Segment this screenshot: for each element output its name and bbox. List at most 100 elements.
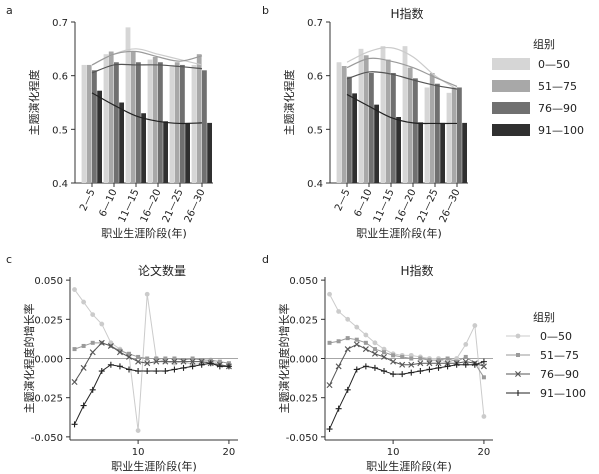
bar-a-0-50-16-20 (147, 59, 153, 183)
bar-b-76-90-2-5 (347, 76, 352, 183)
bar-b-0-50-2-5 (336, 62, 342, 183)
point-d-51-75-12 (409, 356, 414, 361)
point-c-51-75-20 (226, 361, 231, 366)
bar-a-51-75-21-25 (174, 62, 180, 183)
bar-b-91-100-11-15 (396, 116, 401, 183)
point-d-51-75-14 (427, 358, 432, 363)
point-d-91-100-7 (362, 363, 369, 370)
point-c-51-75-15 (181, 358, 186, 363)
series-line-d-91-100 (329, 361, 485, 430)
point-d-91-100-16 (444, 363, 451, 370)
y-tick-label-b: 0.7 (307, 18, 323, 29)
x-tick-label-b: 16—20 (394, 188, 419, 225)
point-d-76-90-3 (326, 382, 333, 389)
y-tick-label-a: 0.5 (52, 125, 68, 136)
bar-b-91-100-16-20 (418, 122, 423, 183)
x-tick-label-d: 10 (387, 447, 400, 458)
x-axis-label-d: 职业生涯阶段(年) (366, 459, 452, 473)
point-c-0-50-11 (144, 291, 150, 297)
panel-letter-a: a (6, 4, 13, 17)
point-c-51-75-4 (81, 343, 86, 348)
point-c-0-50-10 (135, 428, 141, 433)
point-c-91-100-20 (225, 363, 232, 370)
x-axis-label-b: 职业生涯阶段(年) (356, 226, 442, 240)
x-tick-label-c: 10 (132, 447, 145, 458)
legend-swatch-51-75 (492, 80, 530, 92)
point-c-0-50-4 (81, 299, 87, 305)
point-c-91-100-11 (144, 368, 151, 375)
point-d-91-100-18 (462, 361, 469, 368)
point-c-76-90-6 (98, 339, 105, 346)
x-tick-label-a: 6—10 (97, 188, 119, 219)
point-d-76-90-4 (335, 363, 342, 370)
point-d-91-100-10 (390, 371, 397, 378)
bar-a-91-100-6-10 (119, 102, 124, 183)
y-tick-label-b: 0.4 (307, 179, 323, 190)
point-c-91-100-14 (171, 366, 178, 373)
legend-marker-51-75 (516, 353, 520, 357)
point-d-51-75-6 (354, 337, 359, 342)
point-d-51-75-20 (481, 375, 486, 380)
bar-b-51-75-26-30 (451, 87, 457, 183)
point-c-76-90-14 (171, 358, 178, 365)
point-d-0-50-6 (354, 324, 360, 330)
x-tick-label-a: 21—25 (161, 188, 186, 225)
legend-line-label-51-75: 51—75 (540, 349, 579, 362)
x-axis-label-a: 职业生涯阶段(年) (101, 226, 187, 240)
bar-a-76-90-11-15 (136, 62, 141, 183)
point-c-91-100-8 (116, 363, 123, 370)
point-d-76-90-9 (381, 353, 388, 360)
trend-line-a-76-90 (91, 63, 203, 74)
point-d-91-100-9 (381, 368, 388, 375)
chart-title-c: 论文数量 (138, 263, 186, 278)
point-d-91-100-19 (471, 361, 478, 368)
point-c-91-100-7 (107, 361, 114, 368)
legend-label-0-50: 0—50 (538, 58, 570, 71)
point-d-76-90-12 (408, 361, 415, 368)
point-c-76-90-13 (162, 358, 169, 365)
point-d-91-100-11 (399, 371, 406, 378)
trend-line-b-76-90 (346, 71, 458, 90)
series-line-d-51-75 (329, 337, 485, 378)
point-d-51-75-5 (345, 336, 350, 341)
x-tick-label-b: 26—30 (438, 188, 463, 225)
point-c-91-100-6 (98, 368, 105, 375)
point-d-76-90-11 (399, 361, 406, 368)
x-tick-label-a: 11—15 (117, 188, 142, 225)
y-tick-label-d: 0.050 (289, 276, 318, 287)
bar-b-51-75-6-10 (363, 55, 369, 184)
bar-a-51-75-26-30 (196, 54, 202, 184)
point-d-51-75-8 (372, 347, 377, 352)
panel-letter-b: b (262, 4, 269, 17)
chart-title-b: H指数 (390, 6, 423, 21)
y-axis-label-a: 主题演化程度 (27, 70, 41, 136)
point-c-51-75-18 (208, 358, 213, 363)
legend-marker-91-100 (515, 390, 521, 396)
point-d-76-90-6 (353, 341, 360, 348)
point-d-91-100-5 (344, 386, 351, 393)
point-d-76-90-14 (426, 360, 433, 367)
x-tick-label-c: 20 (223, 447, 236, 458)
bar-a-0-50-6-10 (103, 54, 109, 184)
bar-a-76-90-2-5 (92, 70, 97, 183)
point-d-76-90-8 (371, 350, 378, 357)
point-d-91-100-4 (335, 405, 342, 412)
trend-line-b-51-75 (346, 57, 458, 87)
point-c-51-75-5 (90, 340, 95, 345)
bar-a-91-100-16-20 (163, 121, 168, 183)
y-axis-label-b: 主题演化程度 (282, 70, 296, 136)
point-c-76-90-9 (126, 353, 133, 360)
bar-b-76-90-26-30 (457, 87, 462, 183)
point-c-51-75-12 (154, 356, 159, 361)
point-c-0-50-6 (99, 321, 105, 327)
x-tick-label-a: 26—30 (183, 188, 208, 225)
bar-a-76-90-26-30 (202, 70, 207, 183)
point-c-76-90-15 (180, 358, 187, 365)
point-c-76-90-11 (144, 360, 151, 367)
bar-b-76-90-11-15 (391, 72, 396, 183)
point-d-91-100-20 (480, 358, 487, 365)
y-tick-label-c: 0.000 (34, 355, 63, 366)
chart-title-d: H指数 (400, 263, 433, 278)
x-tick-label-b: 6—10 (352, 188, 374, 219)
